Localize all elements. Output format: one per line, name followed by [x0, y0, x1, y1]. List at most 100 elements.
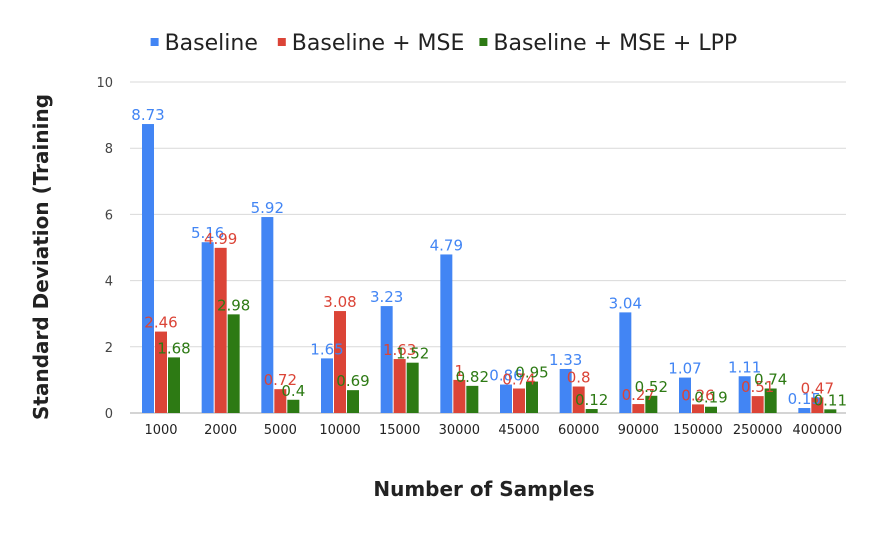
data-label: 0.4 — [281, 382, 305, 400]
data-label: 3.08 — [323, 293, 356, 311]
bar-baseline-mse-lpp-2000 — [227, 314, 240, 413]
bar-baseline-250000 — [738, 376, 751, 413]
bar-baseline-150000 — [679, 377, 691, 413]
label-layer: 8.73 2.46 1.68 5.164.99 2.98 5.92 0.720.4 1.65 3… — [131, 106, 847, 409]
bar-baseline-2000 — [201, 242, 214, 413]
data-label: 1.65 — [310, 340, 343, 358]
data-label: 5.16 — [191, 224, 224, 242]
y-tick-label: 8 — [105, 142, 113, 157]
bar-baseline-mse-lpp-250000 — [764, 388, 777, 413]
legend-entry: Baseline — [165, 31, 258, 56]
bar-baseline-mse-10000 — [334, 311, 346, 413]
x-category-label: 45000 — [498, 423, 539, 438]
bar-baseline-90000 — [619, 312, 632, 413]
bar-baseline-mse-60000 — [572, 386, 585, 413]
legend-swatch — [277, 38, 286, 46]
y-tick-label: 0 — [105, 407, 113, 422]
data-label: 3.04 — [609, 294, 642, 312]
x-category-label: 5000 — [264, 423, 297, 438]
data-label: 0.19 — [694, 389, 727, 407]
data-label: 0.74 — [754, 371, 787, 389]
data-label: 0.12 — [575, 391, 608, 409]
bar-baseline-mse-lpp-60000 — [585, 409, 598, 413]
bar-baseline-mse-5000 — [274, 389, 287, 413]
data-label: 5.92 — [251, 199, 284, 217]
bar-layer — [142, 124, 837, 414]
grid-layer — [130, 81, 846, 414]
y-tick-label: 2 — [105, 341, 113, 356]
data-label: 2.98 — [217, 296, 250, 314]
data-label: 0.15 — [788, 390, 821, 408]
data-label: 0.51 — [741, 378, 774, 396]
data-label: 0.8 — [567, 369, 591, 387]
data-label: 0.86 — [489, 367, 522, 385]
x-category-label: 2000 — [204, 423, 237, 438]
axis-layer: Number of Samples Standard Deviation (Tr… — [29, 76, 842, 501]
bar-baseline-mse-lpp-30000 — [466, 385, 479, 413]
legend: Baseline Baseline + MSE Baseline + MSE + L… — [150, 31, 737, 56]
data-label: 0.11 — [814, 391, 847, 409]
x-category-label: 15000 — [379, 423, 420, 438]
bar-baseline-mse-lpp-15000 — [406, 362, 419, 413]
bar-baseline-60000 — [559, 368, 572, 413]
legend-entry: Baseline + MSE — [292, 31, 465, 56]
x-category-label: 90000 — [618, 423, 659, 438]
bar-baseline-mse-30000 — [453, 379, 466, 413]
bar-baseline-30000 — [440, 254, 453, 413]
data-label: 1.63 — [383, 341, 416, 359]
data-label: 0.69 — [336, 372, 369, 390]
bar-baseline-mse-lpp-400000 — [824, 409, 837, 413]
data-label: 1.52 — [396, 345, 429, 363]
data-label: 3.23 — [370, 288, 403, 306]
legend-entry: Baseline + MSE + LPP — [493, 31, 737, 56]
bar-baseline-mse-45000 — [513, 388, 525, 413]
data-label: 0.47 — [801, 379, 834, 397]
legend-swatch — [150, 38, 159, 46]
bar-baseline-mse-lpp-10000 — [347, 390, 359, 413]
data-label: 1.11 — [728, 358, 761, 376]
bar-baseline-mse-lpp-5000 — [287, 399, 300, 413]
x-category-label: 10000 — [319, 423, 360, 438]
data-label: 4.79 — [430, 236, 463, 254]
bar-baseline-mse-90000 — [632, 404, 645, 413]
x-category-label: 400000 — [793, 423, 843, 438]
legend-swatch — [479, 38, 488, 46]
data-label: 1.07 — [668, 360, 701, 378]
bar-baseline-10000 — [321, 358, 333, 413]
data-label: 0.74 — [502, 371, 535, 389]
x-category-label: 150000 — [673, 423, 723, 438]
x-category-label: 250000 — [733, 423, 783, 438]
data-label: 0.72 — [264, 371, 297, 389]
bar-baseline-5000 — [261, 217, 274, 413]
bar-baseline-15000 — [380, 306, 393, 413]
bar-baseline-mse-250000 — [751, 396, 764, 413]
bar-baseline-mse-lpp-90000 — [645, 395, 658, 413]
data-label: 1.68 — [157, 339, 190, 357]
data-label: 1.33 — [549, 351, 582, 369]
x-category-label: 30000 — [439, 423, 480, 438]
data-label: 4.99 — [204, 230, 237, 248]
bar-baseline-mse-400000 — [811, 397, 824, 413]
data-label: 0.27 — [622, 386, 655, 404]
bar-baseline-mse-lpp-1000 — [168, 357, 180, 413]
bar-baseline-1000 — [142, 124, 154, 414]
y-axis-title: Standard Deviation (Training — [29, 94, 53, 420]
x-category-label: 1000 — [144, 423, 177, 438]
bar-baseline-mse-2000 — [214, 247, 227, 413]
data-label: 1 — [455, 362, 465, 380]
bar-baseline-400000 — [798, 408, 811, 413]
y-tick-label: 6 — [105, 208, 113, 223]
data-label: 0.82 — [456, 368, 489, 386]
bar-baseline-mse-150000 — [692, 404, 704, 413]
bar-baseline-mse-lpp-150000 — [705, 406, 717, 413]
x-category-label: 60000 — [558, 423, 599, 438]
data-label: 0.95 — [515, 364, 548, 382]
data-label: 0.26 — [681, 386, 714, 404]
bar-baseline-mse-lpp-45000 — [526, 381, 538, 413]
bar-baseline-mse-15000 — [393, 359, 406, 413]
x-axis-title: Number of Samples — [373, 477, 594, 501]
data-label: 8.73 — [131, 106, 164, 124]
data-label: 2.46 — [144, 314, 177, 332]
y-tick-label: 10 — [96, 76, 113, 91]
